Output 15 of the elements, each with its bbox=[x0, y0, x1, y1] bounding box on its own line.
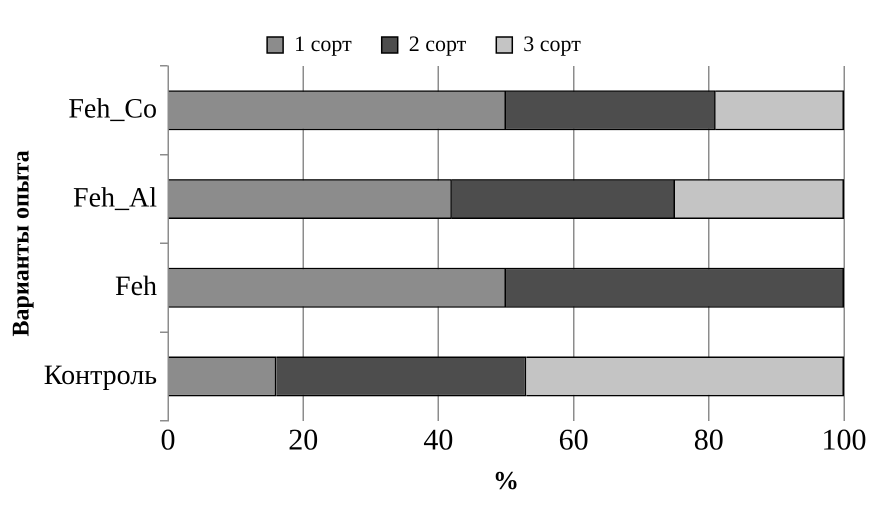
x-tick-label: 80 bbox=[694, 424, 724, 457]
x-tick-label: 20 bbox=[288, 424, 318, 457]
y-tick-label: Feh_Al bbox=[73, 182, 158, 214]
legend-label: 3 сорт bbox=[523, 30, 582, 56]
x-tick-label: 40 bbox=[423, 424, 454, 457]
x-tick-label: 60 bbox=[558, 424, 589, 457]
legend-label: 1 сорт bbox=[294, 30, 352, 56]
x-tick-label: 100 bbox=[822, 424, 866, 457]
x-tick-label: 0 bbox=[160, 424, 176, 457]
x-axis-title: % bbox=[493, 466, 520, 496]
y-tick-label: Контроль bbox=[44, 360, 158, 391]
y-axis-title: Варианты опыта bbox=[8, 150, 35, 336]
y-tick-label: Feh bbox=[115, 271, 158, 302]
y-tick-label: Feh_Co bbox=[68, 94, 158, 125]
legend-label: 2 сорт bbox=[408, 30, 467, 56]
